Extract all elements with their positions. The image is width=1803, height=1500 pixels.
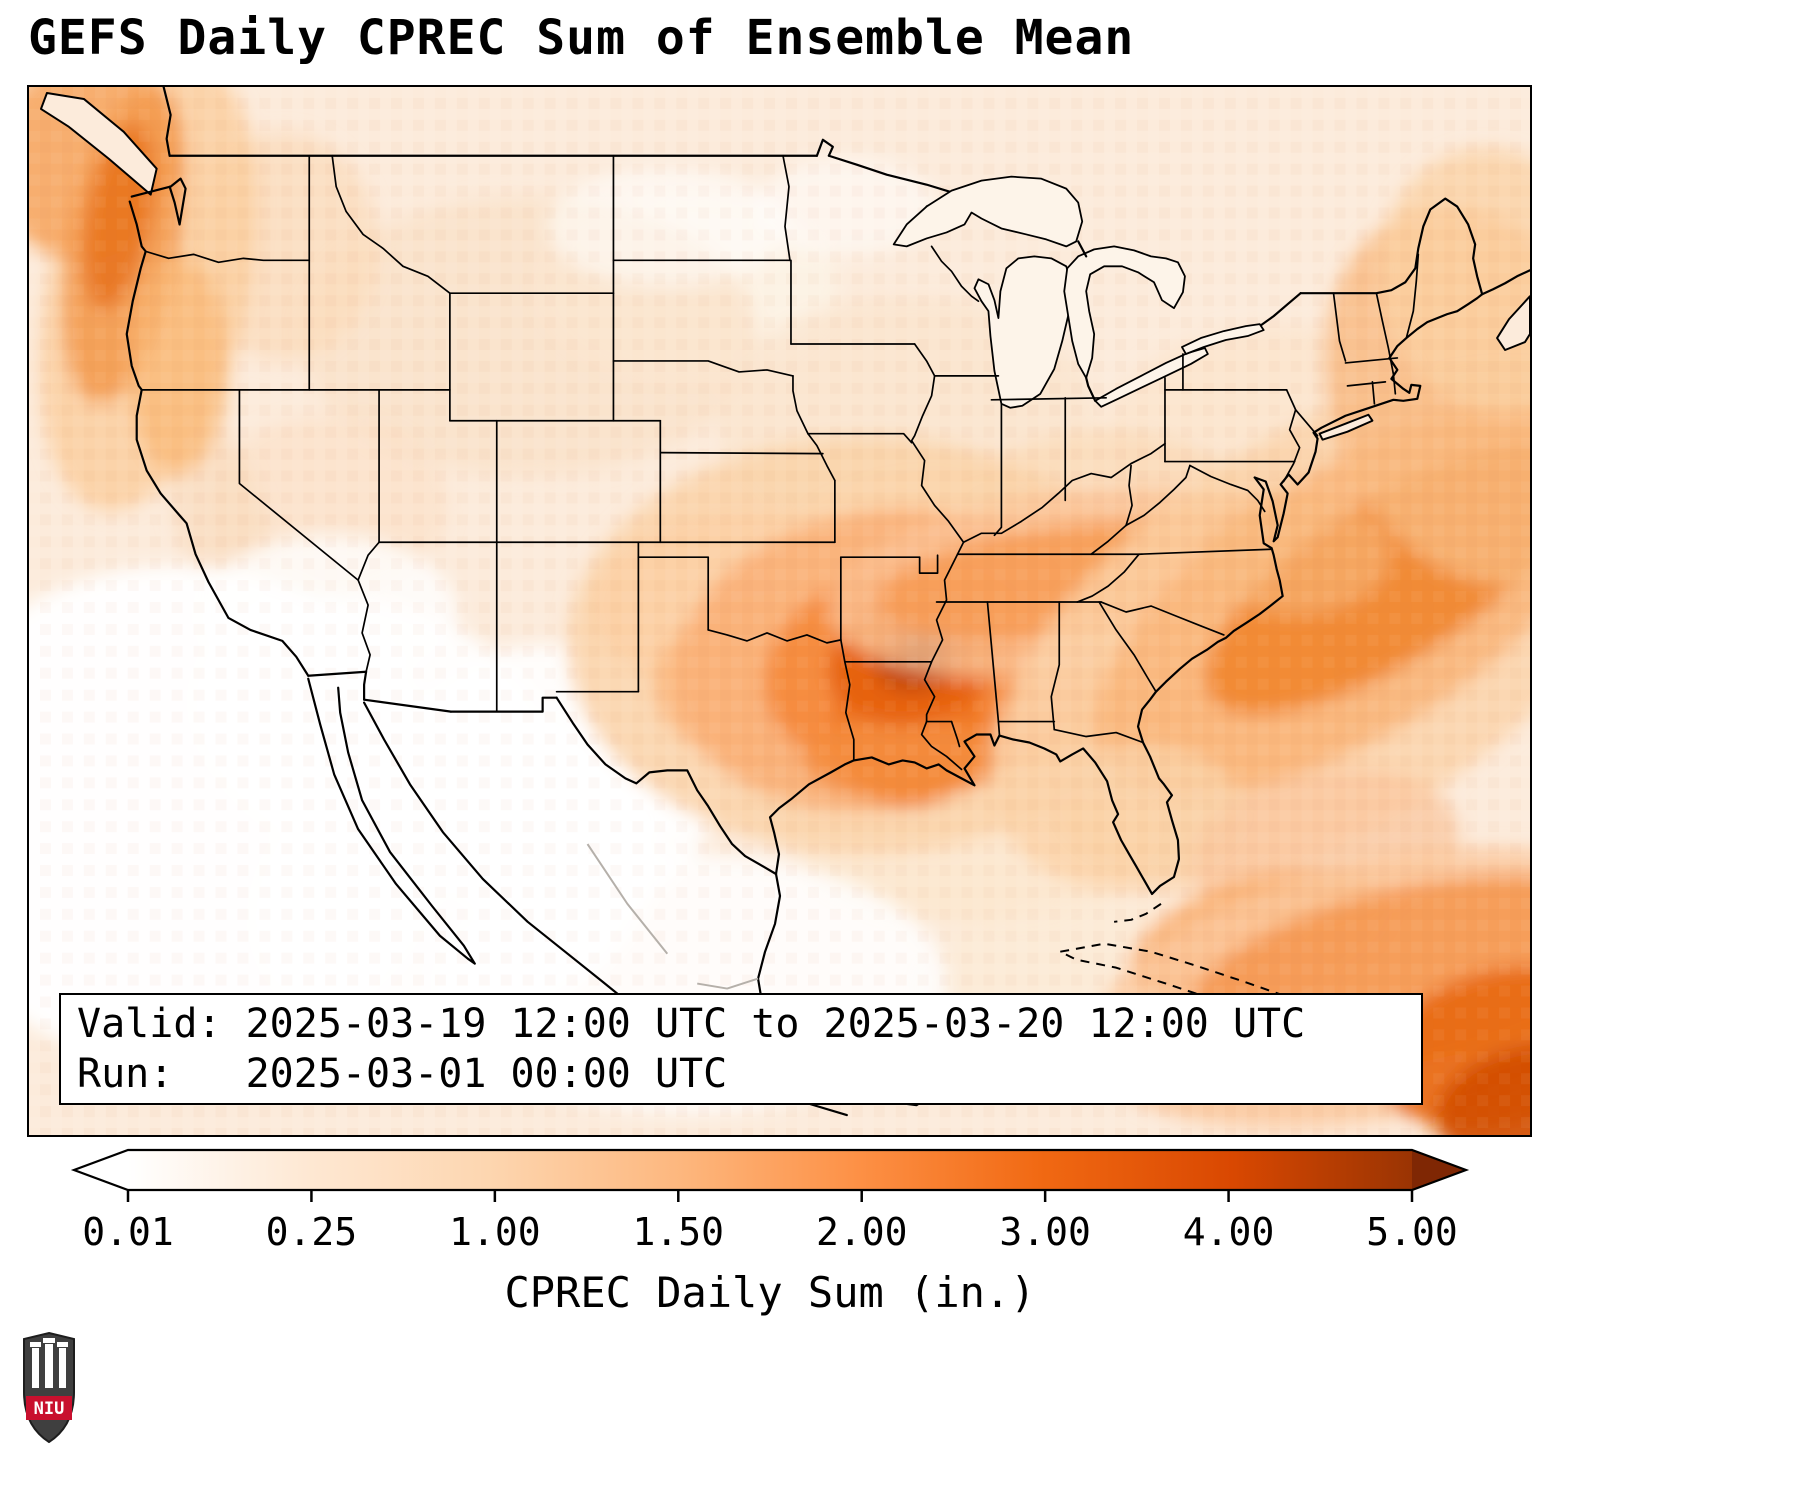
colorbar-label: CPREC Daily Sum (in.) xyxy=(504,1268,1036,1317)
colorbar-tick-label: 1.50 xyxy=(632,1210,725,1254)
precip-map: Valid: 2025-03-19 12:00 UTC to 2025-03-2… xyxy=(27,85,1532,1137)
valid-run-box: Valid: 2025-03-19 12:00 UTC to 2025-03-2… xyxy=(59,993,1423,1105)
state-borders xyxy=(140,154,1420,771)
castle-icon xyxy=(30,1338,68,1388)
colorbar-tick-label: 2.00 xyxy=(815,1210,908,1254)
colorbar xyxy=(70,1148,1470,1202)
colorbar-gradient xyxy=(128,1150,1412,1190)
valid-time-text: Valid: 2025-03-19 12:00 UTC to 2025-03-2… xyxy=(77,1001,1306,1047)
colorbar-tick-marks xyxy=(126,1190,1414,1202)
precip-map-canvas xyxy=(29,87,1530,1135)
colorbar-tick-label: 3.00 xyxy=(999,1210,1091,1254)
colorbar-tick-label: 0.25 xyxy=(265,1210,358,1254)
niu-logo: NIU xyxy=(23,1331,75,1444)
colorbar-tick-label: 5.00 xyxy=(1366,1210,1458,1254)
colorbar-over-arrow xyxy=(1412,1150,1466,1190)
run-time-text: Run: 2025-03-01 00:00 UTC xyxy=(77,1051,728,1097)
colorbar-tick-labels: 0.01 0.25 1.00 1.50 2.00 3.00 4.00 5.00 xyxy=(70,1210,1470,1258)
raster-texture xyxy=(29,87,1530,1135)
logo-banner xyxy=(26,1396,72,1420)
logo-text: NIU xyxy=(34,1399,65,1419)
colorbar-tick-label: 1.00 xyxy=(449,1210,541,1254)
colorbar-tick-label: 4.00 xyxy=(1182,1210,1275,1254)
figure-title: GEFS Daily CPREC Sum of Ensemble Mean xyxy=(28,10,1135,66)
colorbar-tick-label: 0.01 xyxy=(82,1210,174,1254)
great-lakes xyxy=(892,175,1265,409)
colorbar-under-arrow xyxy=(74,1150,128,1190)
